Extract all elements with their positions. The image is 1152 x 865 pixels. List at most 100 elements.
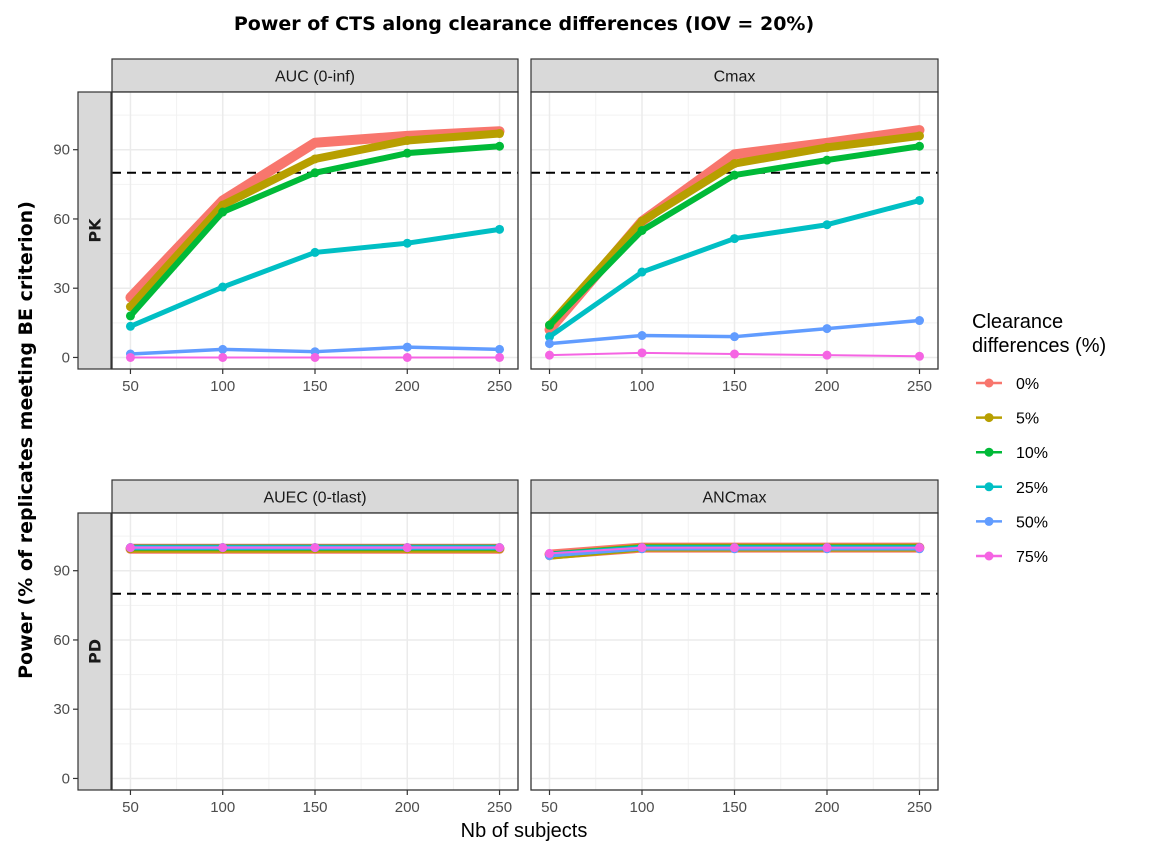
- data-point-75-100: [218, 352, 228, 362]
- data-point-25-150: [310, 247, 320, 257]
- panel-auc-0-inf: AUC (0-inf) 50 100 150 200 250 0 30 60 90: [53, 58, 519, 395]
- data-point-25-200: [822, 220, 832, 230]
- row-strip-pd: [77, 512, 112, 791]
- data-point-10-100: [637, 226, 647, 235]
- x-tick-label: 100: [210, 799, 235, 816]
- data-point-75-50: [125, 352, 135, 362]
- panel-strip: [530, 479, 939, 514]
- data-point-10-250: [915, 141, 924, 151]
- y-tick-label: 60: [53, 211, 70, 228]
- panel-auec-0-tlast: AUEC (0-tlast) 50 100 150 200 250 0 30 60 90: [53, 479, 519, 816]
- x-tick-label: 200: [395, 378, 420, 395]
- x-tick-label: 200: [814, 799, 839, 816]
- x-tick-label: 150: [722, 799, 747, 816]
- legend-label: 10%: [1016, 445, 1048, 462]
- panel-strip-label: ANCmax: [702, 490, 766, 507]
- data-point-5-100: [637, 216, 647, 226]
- data-point-5-150: [730, 159, 739, 169]
- data-point-5-250: [915, 131, 924, 141]
- data-point-10-50: [545, 320, 554, 330]
- panels-group: PK PD AUC (0-inf) 50 100 150 200 250 0 30 60 90 Cmax…: [53, 58, 939, 816]
- data-point-10-200: [402, 148, 412, 158]
- data-point-50-100: [218, 344, 228, 354]
- data-point-75-150: [310, 352, 320, 362]
- data-point-50-150: [730, 332, 739, 342]
- panel-strip-label: Cmax: [714, 69, 756, 86]
- row-strip-pk: [77, 91, 112, 370]
- data-point-25-100: [637, 267, 647, 277]
- data-point-5-150: [310, 154, 320, 164]
- data-point-25-50: [125, 321, 135, 331]
- data-point-10-200: [822, 155, 832, 165]
- legend-key-point: [984, 378, 994, 388]
- x-tick-label: 250: [487, 799, 512, 816]
- data-point-75-250: [915, 351, 924, 361]
- data-point-10-100: [218, 207, 228, 217]
- legend-item-75: 75%: [976, 549, 1048, 566]
- data-point-25-250: [495, 224, 505, 234]
- x-tick-label: 50: [122, 799, 139, 816]
- data-point-50-250: [915, 316, 924, 326]
- x-tick-label: 50: [122, 378, 139, 395]
- x-tick-label: 250: [487, 378, 512, 395]
- panel-ancmax: ANCmax 50 100 150 200 250: [530, 479, 939, 816]
- y-tick-label: 60: [53, 632, 70, 649]
- data-point-50-200: [822, 324, 832, 334]
- legend-key-point: [984, 447, 994, 457]
- data-point-75-250: [915, 543, 924, 553]
- data-point-75-200: [402, 543, 412, 553]
- x-tick-label: 250: [907, 799, 932, 816]
- data-point-75-100: [637, 543, 647, 553]
- data-point-50-250: [495, 344, 505, 354]
- data-point-10-50: [125, 311, 135, 321]
- panel-strip: [530, 58, 939, 93]
- legend-item-50: 50%: [976, 514, 1048, 531]
- legend-title-line1: Clearance: [972, 311, 1063, 333]
- y-axis-title: Power (% of replicates meeting BE criter…: [15, 201, 37, 679]
- data-point-10-250: [495, 141, 505, 151]
- x-tick-label: 150: [722, 378, 747, 395]
- data-point-75-200: [822, 350, 832, 360]
- y-tick-label: 0: [62, 770, 70, 787]
- data-point-5-250: [495, 129, 505, 139]
- legend-item-10: 10%: [976, 445, 1048, 462]
- row-label-pd: PD: [86, 639, 105, 664]
- data-point-5-200: [402, 135, 412, 145]
- x-tick-label: 150: [302, 378, 327, 395]
- data-point-25-200: [402, 238, 412, 248]
- data-point-0-150: [730, 149, 739, 159]
- legend-item-5: 5%: [976, 411, 1039, 428]
- data-point-75-250: [495, 543, 505, 553]
- data-point-75-150: [730, 349, 739, 359]
- data-point-75-50: [545, 548, 554, 558]
- y-tick-label: 30: [53, 701, 70, 718]
- x-tick-label: 50: [541, 378, 558, 395]
- data-point-50-50: [545, 339, 554, 349]
- x-tick-label: 100: [210, 378, 235, 395]
- legend-key-point: [984, 482, 994, 492]
- panel-strip: [111, 58, 519, 93]
- data-point-25-250: [915, 195, 924, 205]
- x-tick-label: 100: [629, 378, 654, 395]
- x-tick-label: 200: [814, 378, 839, 395]
- data-point-75-100: [637, 348, 647, 358]
- data-point-75-250: [495, 352, 505, 362]
- legend-label: 75%: [1016, 549, 1048, 566]
- data-point-10-150: [310, 168, 320, 178]
- data-point-5-200: [822, 142, 832, 152]
- data-point-0-150: [310, 138, 320, 148]
- data-point-75-50: [125, 543, 135, 553]
- chart-title: Power of CTS along clearance differences…: [234, 13, 814, 35]
- panel-strip-label: AUEC (0-tlast): [263, 490, 366, 507]
- data-point-50-200: [402, 342, 412, 352]
- legend-label: 25%: [1016, 480, 1048, 497]
- x-tick-label: 200: [395, 799, 420, 816]
- x-tick-label: 50: [541, 799, 558, 816]
- x-axis-title: Nb of subjects: [461, 820, 588, 842]
- data-point-75-200: [402, 352, 412, 362]
- x-tick-label: 150: [302, 799, 327, 816]
- data-point-75-50: [545, 350, 554, 360]
- data-point-25-50: [545, 332, 554, 342]
